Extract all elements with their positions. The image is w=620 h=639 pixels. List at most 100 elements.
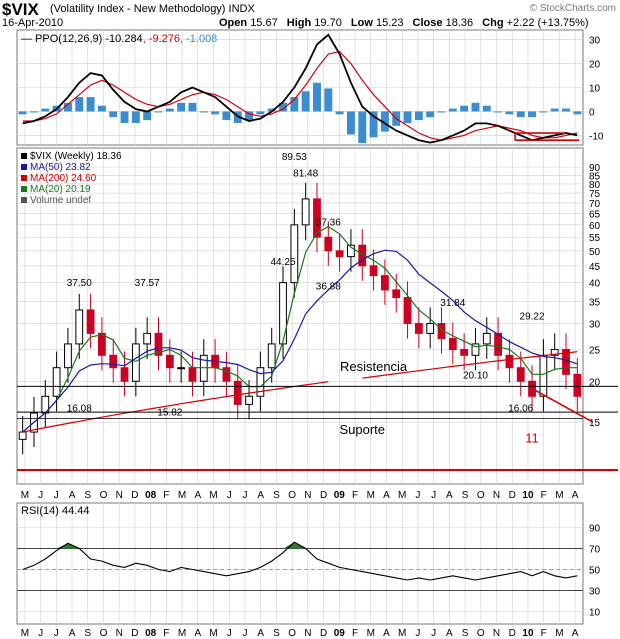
- x-tick-label: A: [69, 628, 76, 639]
- price-candle: [233, 380, 242, 405]
- x-tick-label: J: [54, 628, 59, 639]
- rsi-y-tick: 90: [589, 524, 601, 535]
- x-tick-label: F: [541, 628, 547, 639]
- panel-frame-2: [16, 147, 584, 485]
- price-legend-entry: Volume undef: [30, 195, 91, 206]
- ppo-histogram-bar: [86, 97, 95, 112]
- ppo-histogram-bar: [109, 111, 118, 118]
- ppo-histogram-bar: [346, 111, 355, 135]
- price-candle: [256, 367, 265, 397]
- x-tick-label: S: [462, 490, 469, 501]
- chg-label: Chg: [482, 17, 504, 29]
- x-tick-label: S: [273, 628, 280, 639]
- price-candle: [245, 395, 253, 405]
- price-candle: [505, 354, 514, 369]
- ppo-y-tick: 0: [589, 107, 595, 118]
- price-label: 15.82: [157, 407, 182, 418]
- x-tick-label: N: [116, 490, 123, 501]
- rsi-y-tick: 50: [589, 566, 601, 577]
- x-tick-label: J: [242, 490, 247, 501]
- x-tick-label: J: [415, 628, 420, 639]
- price-candle: [369, 265, 378, 277]
- ppo-y-tick: 30: [589, 36, 601, 47]
- x-tick-label: 09: [334, 490, 346, 501]
- symbol-name: (Volatility Index - New Methodology) IND…: [50, 3, 255, 15]
- price-candle: [131, 343, 140, 382]
- price-label: 16.08: [67, 404, 92, 415]
- x-tick-label: A: [257, 490, 264, 501]
- ppo-histogram-bar: [324, 88, 333, 112]
- price-candle: [562, 349, 570, 375]
- support-annotation: Suporte: [339, 422, 385, 437]
- price-candle: [75, 309, 84, 345]
- x-tick-label: N: [493, 628, 500, 639]
- price-candle: [143, 332, 152, 345]
- ppo-histogram-bar: [460, 105, 469, 112]
- legend-swatch: [21, 175, 27, 181]
- x-tick-label: S: [84, 490, 91, 501]
- ppo-line: [22, 33, 578, 144]
- ppo-histogram-bar: [199, 111, 208, 113]
- price-label: 31.84: [440, 298, 465, 309]
- ppo-legend: — PPO(12,26,9) -10.284, -9.276, -1.008: [21, 33, 217, 45]
- x-tick-label: O: [100, 628, 108, 639]
- x-tick-label: 08: [145, 490, 157, 501]
- ppo-histogram-bar: [30, 111, 38, 113]
- x-tick-label: A: [572, 628, 579, 639]
- ppo-histogram-bar: [448, 108, 457, 112]
- price-y-tick: 20: [589, 377, 601, 388]
- x-tick-label: F: [163, 628, 169, 639]
- x-tick-label: M: [21, 628, 29, 639]
- rsi-legend: RSI(14) 44.44: [21, 505, 89, 517]
- x-tick-label: M: [209, 628, 217, 639]
- price-candle: [335, 250, 344, 258]
- price-y-tick: 65: [589, 209, 601, 220]
- price-label: 29.22: [520, 312, 545, 323]
- price-label: 36.88: [316, 282, 341, 293]
- x-tick-label: F: [163, 490, 169, 501]
- red-trendline: [531, 387, 594, 423]
- price-candle: [86, 309, 95, 334]
- x-tick-label: A: [194, 628, 201, 639]
- price-y-tick: 60: [589, 221, 601, 232]
- ppo-histogram-bar: [426, 111, 435, 118]
- x-tick-label: A: [383, 628, 390, 639]
- price-candle: [290, 224, 299, 284]
- price-candle: [52, 367, 61, 397]
- price-y-tick: 55: [589, 233, 601, 244]
- annotation-11: 11: [525, 431, 539, 446]
- x-tick-label: S: [462, 628, 469, 639]
- price-candle: [448, 338, 457, 351]
- x-tick-label: D: [131, 490, 138, 501]
- price-candle: [188, 367, 197, 382]
- x-tick-label: S: [84, 628, 91, 639]
- ppo-histogram-bar: [562, 108, 570, 112]
- ppo-signal-line: [22, 50, 578, 141]
- ppo-histogram-bar: [516, 111, 525, 118]
- price-label: 44.25: [271, 257, 296, 268]
- price-candle: [267, 343, 276, 369]
- price-label: 20.10: [463, 371, 488, 382]
- ppo-histogram-bar: [154, 111, 163, 113]
- price-candle: [177, 367, 186, 370]
- price-y-tick: 45: [589, 262, 601, 273]
- price-candle: [403, 297, 412, 325]
- high-value: 19.70: [314, 17, 342, 29]
- price-candle: [154, 332, 163, 356]
- x-tick-label: D: [131, 628, 138, 639]
- price-candle: [313, 198, 321, 238]
- x-tick-label: N: [116, 628, 123, 639]
- brand-watermark: © StockCharts.com: [529, 3, 616, 14]
- price-y-tick: 35: [589, 298, 601, 309]
- ppo-histogram-bar: [245, 111, 254, 121]
- price-candle: [222, 367, 231, 382]
- ppo-y-tick: 10: [589, 84, 601, 95]
- price-candle: [347, 244, 355, 258]
- price-y-tick: 70: [589, 199, 601, 210]
- ppo-histogram-bar: [63, 102, 72, 112]
- ppo-histogram-bar: [177, 102, 186, 112]
- x-tick-label: 10: [522, 628, 534, 639]
- price-candle: [460, 349, 469, 356]
- ma20-line: [22, 225, 578, 433]
- legend-swatch: [21, 186, 27, 192]
